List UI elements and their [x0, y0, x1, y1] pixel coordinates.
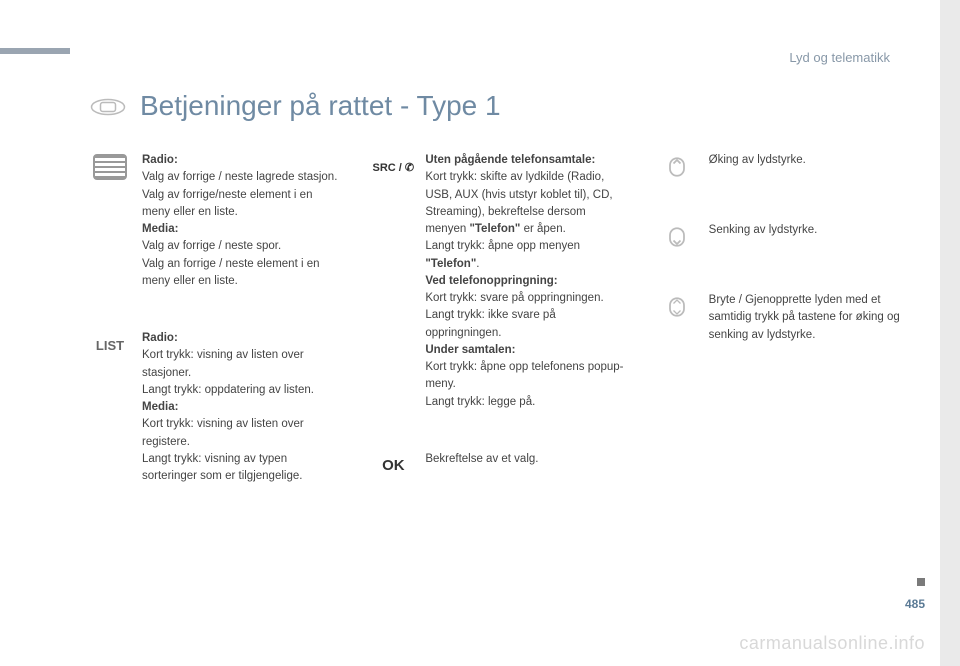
control-block-src: SRC / ✆ Uten pågående telefonsamtale: Ko… — [373, 152, 626, 411]
section-header: Lyd og telematikk — [0, 50, 890, 65]
steering-control-icon — [90, 94, 126, 118]
section-dot-indicator — [917, 578, 925, 586]
control-desc: Bekreftelse av et valg. — [425, 451, 626, 468]
column-1: Radio: Valg av forrige / neste lagrede s… — [90, 152, 343, 525]
volume-down-icon — [657, 222, 697, 252]
label: Under samtalen: — [425, 344, 515, 356]
label: Media: — [142, 401, 178, 413]
ok-icon-text: OK — [382, 457, 405, 474]
src-phone-icon: SRC / ✆ — [373, 152, 413, 182]
text-line: Langt trykk: åpne opp menyen — [425, 240, 580, 252]
text-line: Valg av forrige / neste lagrede stasjon. — [142, 171, 337, 183]
text-line: Senking av lydstyrke. — [709, 224, 818, 236]
text-line: Kort trykk: visning av listen over stasj… — [142, 349, 304, 378]
control-desc: Senking av lydstyrke. — [709, 222, 910, 239]
control-block-volume-down: Senking av lydstyrke. — [657, 222, 910, 252]
watermark: carmanualsonline.info — [739, 633, 925, 654]
control-block-volume-up: Øking av lydstyrke. — [657, 152, 910, 182]
control-desc: Bryte / Gjenopprette lyden med et samtid… — [709, 292, 910, 344]
volume-up-icon — [657, 152, 697, 182]
text-line: Langt trykk: oppdatering av listen. — [142, 384, 314, 396]
text-line: Kort trykk: åpne opp telefonens popup-me… — [425, 361, 623, 390]
label: Media: — [142, 223, 178, 235]
list-icon-text: LIST — [96, 338, 124, 353]
label: Radio: — [142, 332, 178, 344]
label: Uten pågående telefonsamtale: — [425, 154, 595, 166]
right-sidebar — [940, 0, 960, 666]
text-line: Bekreftelse av et valg. — [425, 453, 538, 465]
bold-inline: "Telefon" — [425, 258, 476, 270]
page-title: Betjeninger på rattet - Type 1 — [90, 90, 910, 122]
list-button-icon: LIST — [90, 330, 130, 360]
text-line: Langt trykk: ikke svare på oppringningen… — [425, 309, 555, 338]
label: Radio: — [142, 154, 178, 166]
text-inline: . — [476, 258, 479, 270]
bold-inline: "Telefon" — [469, 223, 520, 235]
mute-icon — [657, 292, 697, 322]
control-desc: Radio: Kort trykk: visning av listen ove… — [142, 330, 343, 485]
ok-button-icon: OK — [373, 451, 413, 481]
scroll-wheel-icon — [90, 152, 130, 182]
text-line: Kort trykk: svare på oppringningen. — [425, 292, 603, 304]
page-container: Lyd og telematikk Betjeninger på rattet … — [0, 0, 930, 666]
column-2: SRC / ✆ Uten pågående telefonsamtale: Ko… — [373, 152, 626, 525]
control-desc: Radio: Valg av forrige / neste lagrede s… — [142, 152, 343, 290]
text-line: Øking av lydstyrke. — [709, 154, 806, 166]
page-title-text: Betjeninger på rattet - Type 1 — [140, 90, 501, 122]
text-line: Langt trykk: visning av typen sorteringe… — [142, 453, 302, 482]
control-block-ok: OK Bekreftelse av et valg. — [373, 451, 626, 481]
control-desc: Uten pågående telefonsamtale: Kort trykk… — [425, 152, 626, 411]
control-block-mute: Bryte / Gjenopprette lyden med et samtid… — [657, 292, 910, 344]
label: Ved telefonoppringning: — [425, 275, 557, 287]
text-line: Kort trykk: visning av listen over regis… — [142, 418, 304, 447]
text-inline: er åpen. — [520, 223, 565, 235]
control-desc: Øking av lydstyrke. — [709, 152, 910, 169]
text-line: Valg av forrige/neste element i en meny … — [142, 189, 312, 218]
page-number: 485 — [905, 597, 925, 611]
content-columns: Radio: Valg av forrige / neste lagrede s… — [90, 152, 910, 525]
control-block-list: LIST Radio: Kort trykk: visning av liste… — [90, 330, 343, 485]
src-icon-text: SRC / ✆ — [373, 161, 415, 174]
text-line: Valg av forrige / neste spor. — [142, 240, 281, 252]
text-line: Langt trykk: legge på. — [425, 396, 535, 408]
text-line: Bryte / Gjenopprette lyden med et samtid… — [709, 294, 900, 341]
control-block-scroll: Radio: Valg av forrige / neste lagrede s… — [90, 152, 343, 290]
column-3: Øking av lydstyrke. Senking av lydstyrke… — [657, 152, 910, 525]
text-line: Valg an forrige / neste element i en men… — [142, 258, 320, 287]
